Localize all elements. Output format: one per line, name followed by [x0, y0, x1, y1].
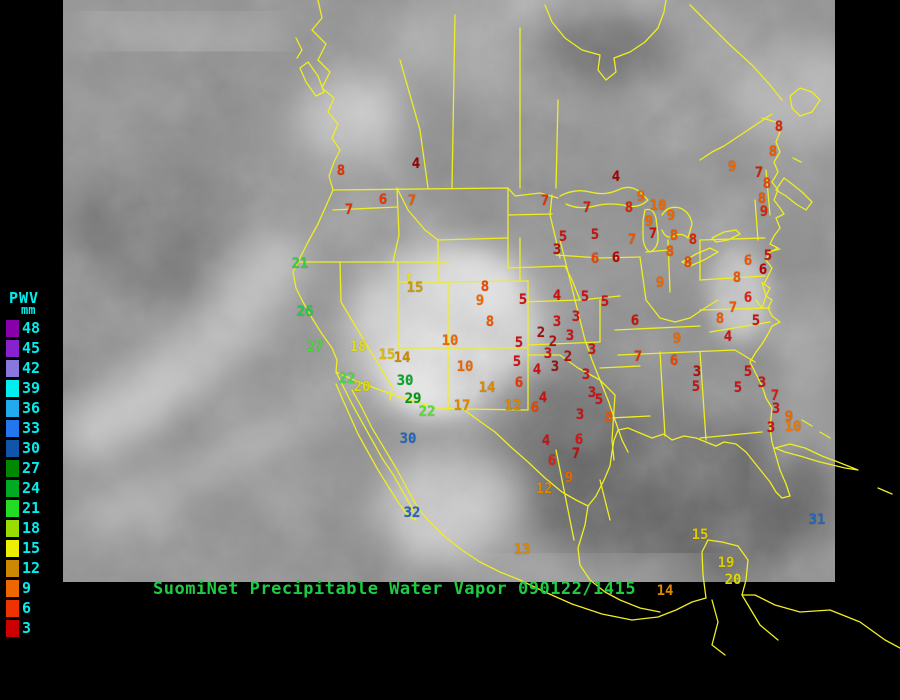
legend-swatch [5, 398, 20, 418]
legend-step: 33 [5, 418, 63, 438]
legend-step: 15 [5, 538, 63, 558]
legend-value-label: 36 [22, 399, 41, 417]
legend-swatch [5, 358, 20, 378]
legend-step: 6 [5, 598, 63, 618]
borders-canada [332, 14, 559, 199]
legend-step: 24 [5, 478, 63, 498]
legend-value-label: 30 [22, 439, 41, 457]
legend-swatch [5, 578, 20, 598]
legend-swatch [5, 478, 20, 498]
legend-swatch [5, 498, 20, 518]
legend-swatch [5, 558, 20, 578]
legend-step: 18 [5, 518, 63, 538]
legend-value-label: 45 [22, 339, 41, 357]
legend-swatch [5, 518, 20, 538]
coastline-canada-east [689, 4, 821, 211]
legend-step: 12 [5, 558, 63, 578]
legend-step: 9 [5, 578, 63, 598]
legend-swatch [5, 618, 20, 638]
cloud-texture [63, 0, 835, 582]
legend-unit: mm [21, 303, 36, 317]
legend-step: 45 [5, 338, 63, 358]
legend-steps: 48 45 42 39 36 33 30 27 24 21 18 15 12 9 6 3 [5, 318, 63, 638]
legend-value-label: 27 [22, 459, 41, 477]
legend-step: 48 [5, 318, 63, 338]
legend-value-label: 9 [22, 579, 32, 597]
coastline-east [587, 131, 791, 507]
legend-value-label: 12 [22, 559, 41, 577]
legend-value-label: 6 [22, 599, 32, 617]
legend-value-label: 3 [22, 619, 32, 637]
coastline-mexico [335, 371, 707, 621]
legend-step: 36 [5, 398, 63, 418]
legend-value-label: 18 [22, 519, 41, 537]
legend-swatch [5, 458, 20, 478]
great-lakes [559, 186, 741, 267]
legend-value-label: 21 [22, 499, 41, 517]
legend-swatch [5, 598, 20, 618]
legend-swatch [5, 418, 20, 438]
legend-value-label: 39 [22, 379, 41, 397]
legend-swatch [5, 438, 20, 458]
legend-value-label: 15 [22, 539, 41, 557]
legend-step: 39 [5, 378, 63, 398]
satellite-image-layer [63, 0, 835, 582]
legend-value-label: 42 [22, 359, 41, 377]
legend-value-label: 33 [22, 419, 41, 437]
border-us-mexico [335, 371, 589, 507]
legend-swatch [5, 338, 20, 358]
legend-step: 30 [5, 438, 63, 458]
legend-step: 21 [5, 498, 63, 518]
legend-swatch [5, 318, 20, 338]
yucatan-central-america [555, 449, 900, 656]
legend-value-label: 24 [22, 479, 41, 497]
pwv-legend: PWV mm 48 45 42 39 36 33 30 27 24 21 18 15 12 9 6 3 [5, 291, 63, 638]
caribbean-islands [774, 419, 893, 495]
hudson-bay [544, 0, 667, 81]
legend-step: 27 [5, 458, 63, 478]
caption: SuomiNet Precipitable Water Vapor 090122… [153, 579, 637, 599]
legend-swatch [5, 538, 20, 558]
legend-value-label: 48 [22, 319, 41, 337]
legend-step: 3 [5, 618, 63, 638]
legend-step: 42 [5, 358, 63, 378]
legend-title: PWV [9, 289, 40, 307]
borders-us-states [296, 169, 771, 461]
coastline-west [292, 0, 341, 373]
map-borders [292, 0, 900, 656]
legend-swatch [5, 378, 20, 398]
